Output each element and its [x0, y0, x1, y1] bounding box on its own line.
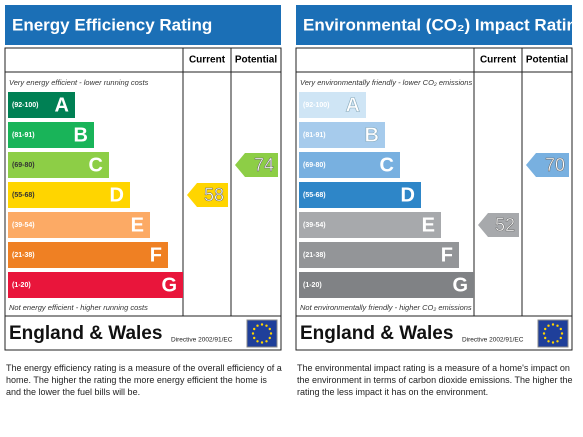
rating-band: [299, 122, 385, 148]
band-range: (21-38): [303, 252, 326, 259]
rating-arrow: [187, 183, 228, 207]
title: Environmental (CO₂) Impact Rating: [303, 15, 583, 34]
rating-band: [299, 182, 421, 208]
eu-star: [547, 340, 550, 343]
eu-star: [268, 336, 271, 340]
eu-star: [551, 341, 555, 344]
rating-band: [8, 92, 75, 118]
column-header: Current: [189, 55, 226, 66]
eu-star: [265, 324, 268, 327]
column-header: Current: [480, 55, 517, 66]
rating-band: [299, 242, 459, 268]
frame: [4, 47, 282, 351]
eu-star: [256, 324, 259, 327]
directive: Directive 2002/91/EC: [462, 337, 524, 344]
eu-star: [560, 332, 564, 335]
band-range: (1-20): [303, 282, 322, 289]
eu-star: [268, 327, 271, 331]
eu-star: [253, 336, 256, 340]
band-letter: D: [401, 184, 415, 206]
region: England & Wales: [300, 323, 453, 344]
eu-star: [265, 340, 268, 343]
rating-band: [299, 212, 441, 238]
column-header: Potential: [235, 55, 277, 66]
rating-band: [8, 182, 130, 208]
directive: Directive 2002/91/EC: [171, 337, 233, 344]
rating-band: [8, 152, 109, 178]
band-range: (81-91): [12, 132, 35, 139]
band-letter: A: [55, 94, 69, 116]
rating-value: 70: [545, 155, 565, 175]
band-letter: D: [110, 184, 124, 206]
eu-star: [556, 324, 559, 327]
band-range: (55-68): [12, 192, 35, 199]
eu-star: [251, 332, 255, 335]
band-letter: C: [89, 154, 103, 176]
region: England & Wales: [9, 323, 162, 344]
rating-band: [299, 92, 366, 118]
top-note: Very environmentally friendly - lower CO…: [300, 78, 472, 87]
rating-band: [8, 122, 94, 148]
rating-arrow: [235, 153, 278, 177]
band-letter: G: [161, 274, 177, 296]
band-range: (81-91): [303, 132, 326, 139]
rating-band: [8, 242, 168, 268]
title-bar: [296, 5, 572, 45]
eu-star: [256, 340, 259, 343]
rating-value: 74: [254, 155, 274, 175]
rating-arrow: [526, 153, 569, 177]
title-bar: [5, 5, 281, 45]
bottom-note: Not environmentally friendly - higher CO…: [300, 303, 472, 312]
band-range: (92-100): [12, 102, 38, 109]
band-letter: G: [452, 274, 468, 296]
eu-star: [542, 332, 546, 335]
eu-star: [551, 323, 555, 326]
band-letter: C: [380, 154, 394, 176]
eu-star: [269, 332, 273, 335]
band-range: (69-80): [12, 162, 35, 169]
eu-star: [547, 324, 550, 327]
column-header: Potential: [526, 55, 568, 66]
eu-star: [260, 323, 264, 326]
eu-star: [556, 340, 559, 343]
band-range: (39-54): [12, 222, 35, 229]
frame: [295, 47, 573, 351]
band-range: (39-54): [303, 222, 326, 229]
bottom-note: Not energy efficient - higher running co…: [9, 303, 148, 312]
rating-value: 52: [495, 215, 515, 235]
rating-band: [299, 272, 474, 298]
band-letter: E: [131, 214, 144, 236]
eu-star: [544, 336, 547, 340]
band-letter: E: [422, 214, 435, 236]
eu-star: [559, 336, 562, 340]
eu-star: [559, 327, 562, 331]
rating-band: [299, 152, 400, 178]
band-range: (92-100): [303, 102, 329, 109]
band-letter: F: [150, 244, 162, 266]
rating-band: [8, 272, 183, 298]
title: Energy Efficiency Rating: [12, 15, 212, 34]
rating-arrow: [478, 213, 519, 237]
band-range: (69-80): [303, 162, 326, 169]
description: The environmental impact rating is a mea…: [297, 363, 573, 397]
band-letter: B: [74, 124, 88, 146]
band-range: (1-20): [12, 282, 31, 289]
band-letter: F: [441, 244, 453, 266]
band-letter: A: [346, 94, 360, 116]
band-range: (21-38): [12, 252, 35, 259]
eu-star: [260, 341, 264, 344]
eu-star: [544, 327, 547, 331]
eu-star: [253, 327, 256, 331]
rating-value: 58: [204, 185, 224, 205]
top-note: Very energy efficient - lower running co…: [9, 78, 149, 87]
band-range: (55-68): [303, 192, 326, 199]
band-letter: B: [365, 124, 379, 146]
rating-band: [8, 212, 150, 238]
description: The energy efficiency rating is a measur…: [6, 363, 282, 397]
